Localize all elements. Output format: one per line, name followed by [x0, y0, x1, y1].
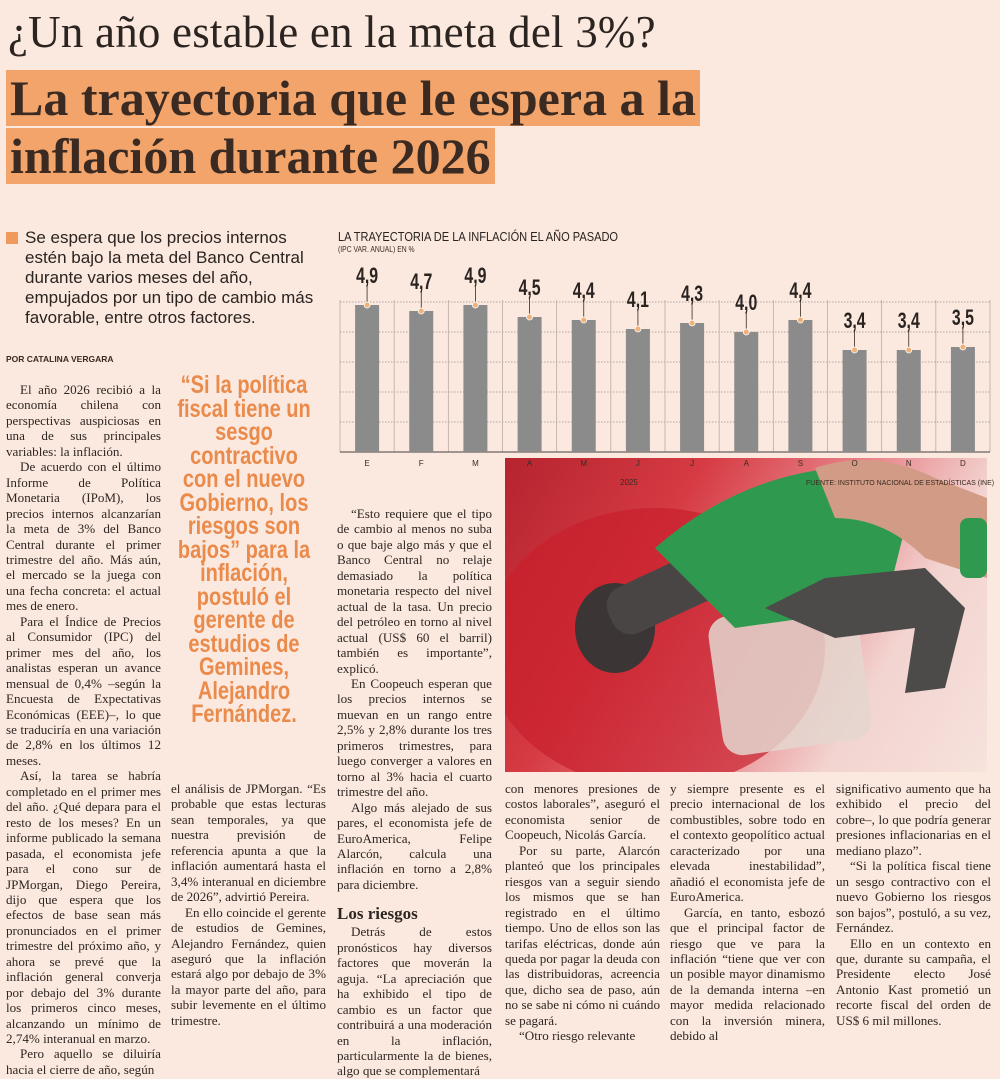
paragraph: Pero aquello se diluiría hacia el cierre… [6, 1046, 161, 1077]
value-label: 4,0 [735, 292, 757, 316]
value-marker [526, 313, 533, 321]
value-marker [472, 301, 479, 309]
bar-A [734, 332, 759, 452]
article-column-5: y siempre presente es el precio internac… [670, 781, 825, 1044]
value-label: 4,4 [573, 280, 595, 304]
month-tick-label: A [744, 459, 750, 468]
bar-A [517, 317, 542, 452]
paragraph: el análisis de JPMorgan. “Es probable qu… [171, 781, 326, 905]
value-label: 4,9 [356, 265, 378, 289]
headline-line-1: La trayectoria que le espera a la [6, 70, 700, 126]
value-marker [905, 346, 913, 354]
value-marker [580, 316, 588, 324]
value-marker [634, 325, 642, 333]
chart-subtitle: (IPC VAR. ANUAL) EN % [338, 245, 415, 254]
value-label: 4,9 [464, 265, 486, 289]
paragraph: Para el Índice de Precios al Consumidor … [6, 613, 161, 768]
month-tick-label: N [906, 459, 912, 468]
fuel-nozzle-photo [505, 458, 987, 772]
article-column-4: con menores presiones de costos laborale… [505, 781, 660, 1044]
inflation-bar-chart: 4,9 E 4,7 F 4,9 M 4,5 A 4,4 M 4,1 J 4,3 J 4,0 A 4,4 S 3,4 O… [339, 265, 991, 468]
month-tick-label: D [960, 459, 966, 468]
month-tick-label: M [580, 459, 587, 468]
month-tick-label: O [851, 459, 857, 468]
value-label: 4,1 [627, 289, 649, 313]
month-tick-label: J [690, 459, 694, 468]
month-tick-label: A [527, 459, 533, 468]
month-tick-label: E [364, 459, 369, 468]
bar-O [842, 350, 867, 452]
article-column-3: “Esto requiere que el tipo de cambio al … [337, 506, 492, 1079]
value-marker [688, 319, 696, 327]
paragraph: García, en tanto, esbozó que el principa… [670, 904, 825, 1044]
paragraph: con menores presiones de costos laborale… [505, 781, 660, 843]
value-label: 4,3 [681, 283, 703, 307]
paragraph: Algo más alejado de sus pares, el econom… [337, 799, 492, 892]
value-label: 4,5 [519, 277, 541, 301]
value-marker [417, 307, 425, 315]
paragraph: significativo aumento que ha exhibido el… [836, 781, 991, 858]
bar-S [788, 320, 813, 452]
value-label: 4,7 [410, 271, 432, 295]
paragraph: Por su parte, Alarcón planteó que los pr… [505, 842, 660, 1028]
bar-M [463, 305, 488, 452]
article-column-6: significativo aumento que ha exhibido el… [836, 781, 991, 1028]
pull-quote: “Si la política fiscal tiene un sesgo co… [177, 371, 311, 728]
value-label: 4,4 [789, 280, 811, 304]
article-column-2: el análisis de JPMorgan. “Es probable qu… [171, 781, 326, 1028]
value-label: 3,4 [844, 310, 866, 334]
bar-N [896, 350, 921, 452]
month-tick-label: S [798, 459, 803, 468]
bar-J [680, 323, 705, 452]
paragraph: y siempre presente es el precio internac… [670, 781, 825, 905]
headline-line-2: inflación durante 2026 [6, 128, 495, 184]
paragraph: “Otro riesgo relevante [519, 1028, 636, 1044]
value-marker [959, 343, 967, 351]
paragraph: En Coopeuch esperan que los precios inte… [337, 675, 492, 800]
bar-D [950, 347, 975, 452]
bar-M [571, 320, 596, 452]
paragraph: “Esto requiere que el tipo de cambio al … [337, 506, 492, 676]
value-label: 3,4 [898, 310, 920, 334]
paragraph: En ello coincide el gerente de estudios … [171, 904, 326, 1028]
lead-text: Se espera que los precios internos estén… [25, 228, 314, 327]
chart-source: FUENTE: INSTITUTO NACIONAL DE ESTADÍSTIC… [806, 480, 995, 487]
paragraph: De acuerdo con el último Informe de Polí… [6, 459, 161, 614]
bullet-square-icon [6, 232, 18, 244]
lead-paragraph: Se espera que los precios internos estén… [6, 228, 316, 328]
paragraph: Detrás de estos pronósticos hay diversos… [337, 924, 492, 1079]
kicker-title: ¿Un año estable en la meta del 3%? [8, 7, 656, 57]
fuel-nozzle-illustration [505, 460, 987, 772]
byline: POR CATALINA VERGARA [6, 354, 114, 364]
month-tick-label: M [472, 459, 479, 468]
value-marker [742, 328, 750, 336]
bar-E [355, 305, 380, 452]
chart-title: LA TRAYECTORIA DE LA INFLACIÓN EL AÑO PA… [338, 229, 619, 244]
value-marker [851, 346, 858, 354]
bar-F [409, 311, 434, 452]
chart-xlabel: 2025 [620, 478, 638, 487]
month-tick-label: F [419, 459, 424, 468]
paragraph: Así, la tarea se habría completado en el… [6, 768, 161, 1047]
subheading-los-riesgos: Los riesgos [337, 904, 418, 924]
value-marker [797, 316, 804, 324]
month-tick-label: J [636, 459, 640, 468]
article-column-1: El año 2026 recibió a la economía chilen… [6, 382, 161, 1077]
value-marker [363, 301, 371, 309]
paragraph: El año 2026 recibió a la economía chilen… [6, 382, 161, 459]
paragraph: “Si la política fiscal tiene un sesgo co… [836, 858, 991, 936]
bar-J [625, 329, 650, 452]
value-label: 3,5 [952, 307, 974, 331]
paragraph: Ello en un contexto en que, durante su c… [836, 935, 991, 1028]
